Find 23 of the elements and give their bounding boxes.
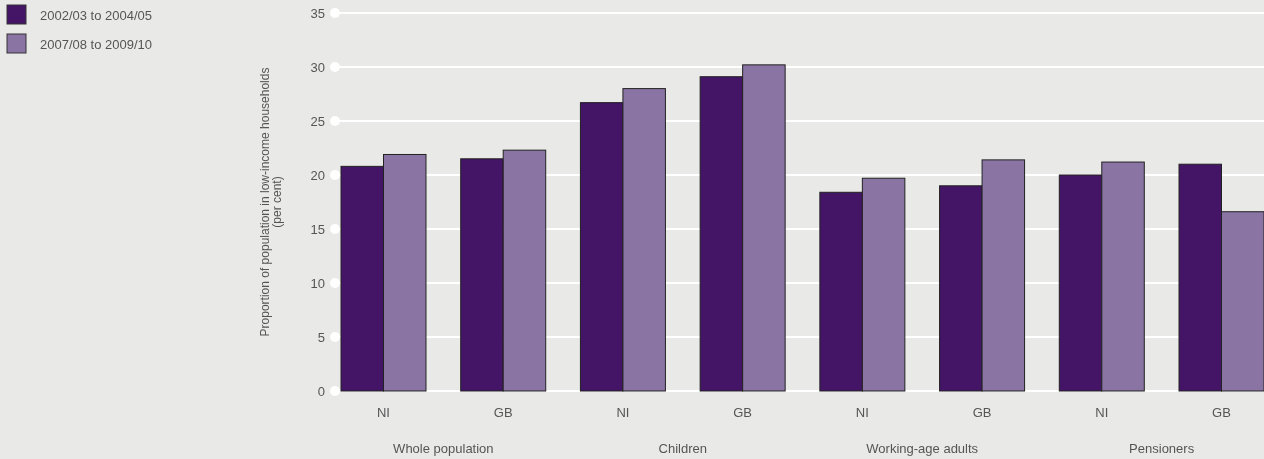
y-axis-title: Proportion of population in low-income households (per cent) — [258, 67, 284, 337]
x-tick-label: NI — [855, 405, 869, 420]
y-tick-label: 20 — [310, 167, 325, 183]
x-tick-label: GB — [1212, 405, 1231, 420]
x-tick-label: GB — [493, 405, 513, 420]
text: Pensioners — [1129, 441, 1195, 456]
y-tick-label: 25 — [310, 113, 325, 129]
y-tick-label: 10 — [310, 275, 325, 291]
y-tick-label: 35 — [310, 5, 325, 21]
y-tick-label: 30 — [310, 59, 325, 75]
legend-label: 2007/08 to 2009/10 — [40, 36, 153, 52]
y-tick-label: 5 — [317, 329, 325, 345]
x-tick-label: NI — [377, 405, 390, 420]
text: Children — [658, 441, 707, 456]
x-tick-label: GB — [733, 405, 753, 420]
x-tick-label: NI — [616, 405, 630, 420]
text: Working-age adults — [866, 441, 979, 456]
x-tick-label: GB — [972, 405, 992, 420]
y-tick-label: 15 — [310, 221, 325, 237]
legend-label: 2002/03 to 2004/05 — [40, 7, 153, 23]
text: Whole population — [393, 441, 494, 456]
y-tick-label: 0 — [317, 383, 325, 399]
x-tick-label: NI — [1095, 405, 1109, 420]
